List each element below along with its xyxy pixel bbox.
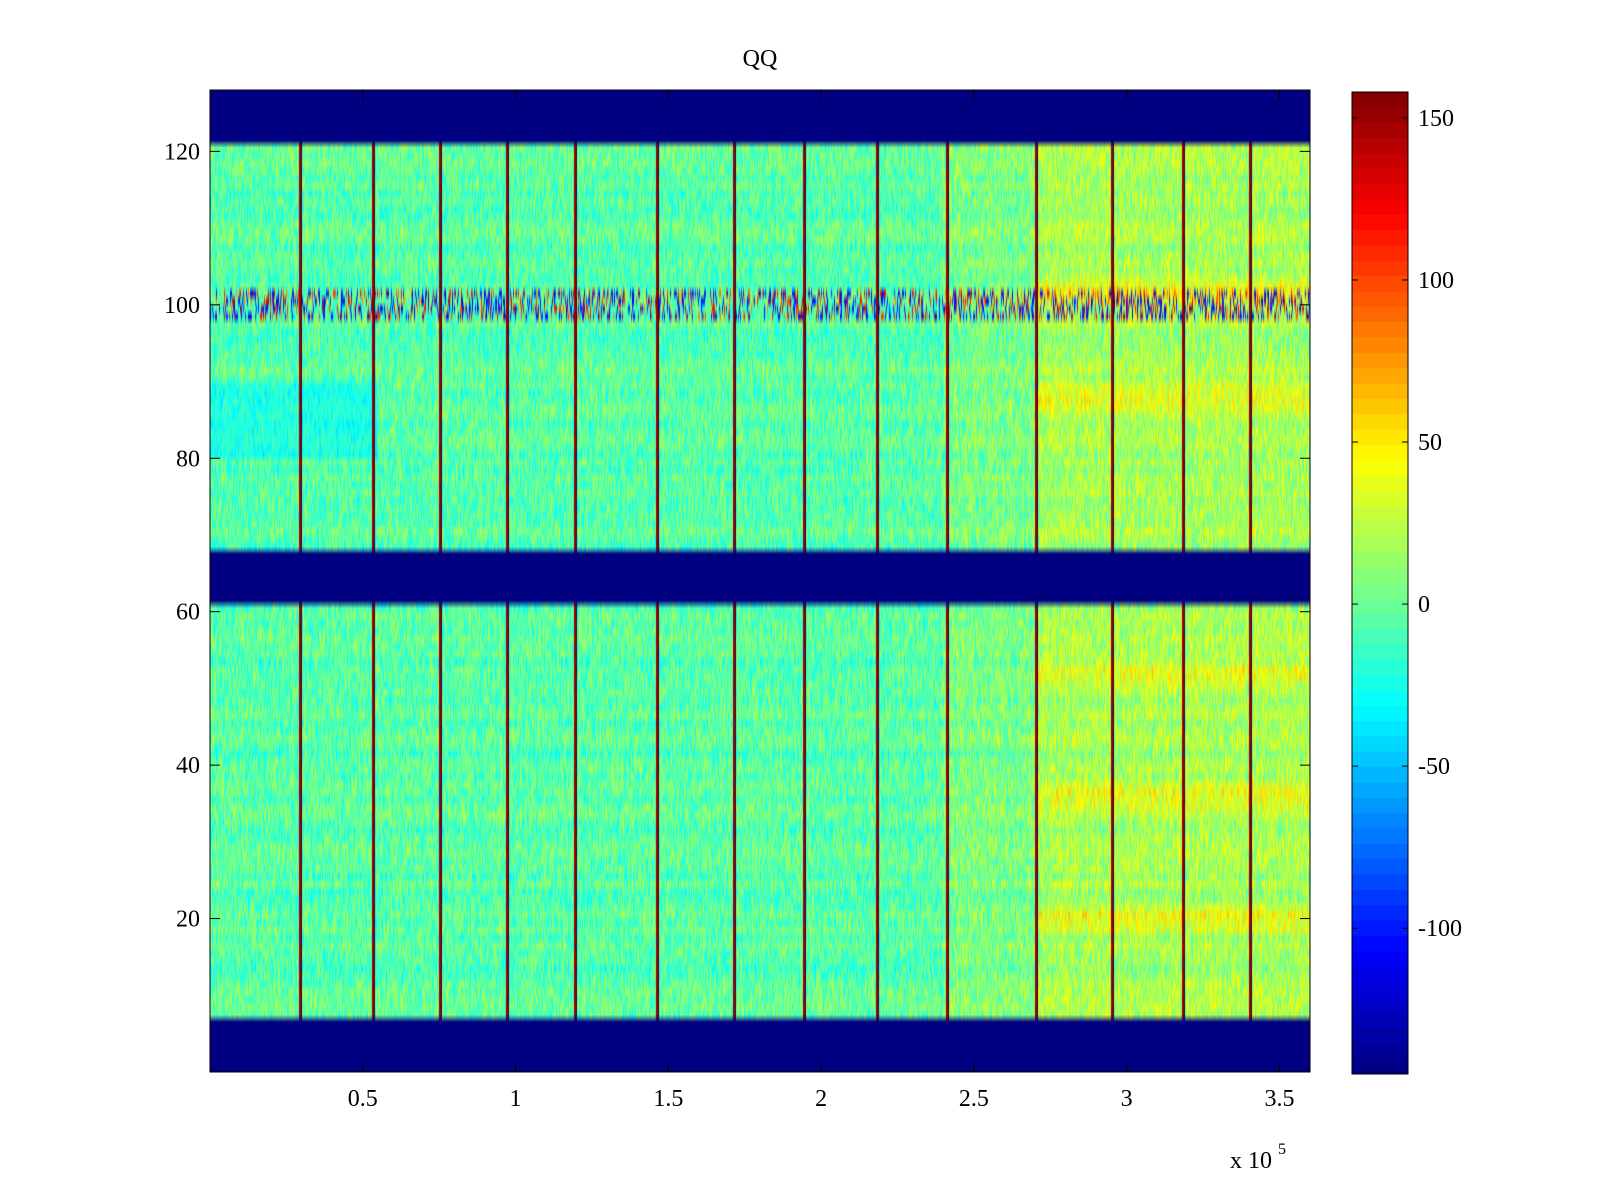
colorbar: 150 100 50 0 -50 -100 (1351, 91, 1462, 1075)
y-tick-label: 40 (176, 753, 200, 779)
y-tick-label: 60 (176, 600, 200, 626)
y-tick-label: 100 (164, 293, 200, 319)
colorbar-tick-label: -100 (1418, 916, 1462, 942)
x-axis: 0.5 1 1.5 2 2.5 3 3.5 (348, 90, 1294, 1112)
x-multiplier-exponent: 5 (1278, 1141, 1286, 1158)
x-tick-label: 2.5 (959, 1086, 989, 1112)
x-tick-label: 1 (510, 1086, 522, 1112)
x-tick-label: 0.5 (348, 1086, 378, 1112)
colorbar-tick-label: 0 (1418, 592, 1430, 618)
colorbar-tick-label: 100 (1418, 268, 1454, 294)
x-tick-label: 2 (815, 1086, 827, 1112)
colorbar-tick-label: 150 (1418, 106, 1454, 132)
x-multiplier-label: x 10 5 (1230, 1141, 1286, 1174)
plot-area (209, 89, 1311, 1073)
y-axis: 20 40 60 80 100 120 (164, 139, 1310, 933)
colorbar-box (1351, 91, 1409, 1075)
y-tick-label: 20 (176, 907, 200, 933)
colorbar-tick-label: 50 (1418, 430, 1442, 456)
y-tick-label: 80 (176, 446, 200, 472)
colorbar-tick-label: -50 (1418, 754, 1450, 780)
x-tick-label: 3.5 (1264, 1086, 1294, 1112)
heatmap-image (210, 90, 1310, 1072)
x-tick-label: 1.5 (653, 1086, 683, 1112)
colorbar-gradient (1352, 92, 1408, 1074)
chart-title: QQ (743, 46, 778, 72)
axes-box (209, 89, 1311, 1073)
colorbar-ticks: 150 100 50 0 -50 -100 (1352, 106, 1462, 942)
x-tick-label: 3 (1121, 1086, 1133, 1112)
y-tick-label: 120 (164, 139, 200, 165)
x-multiplier-base: x 10 (1230, 1148, 1272, 1174)
